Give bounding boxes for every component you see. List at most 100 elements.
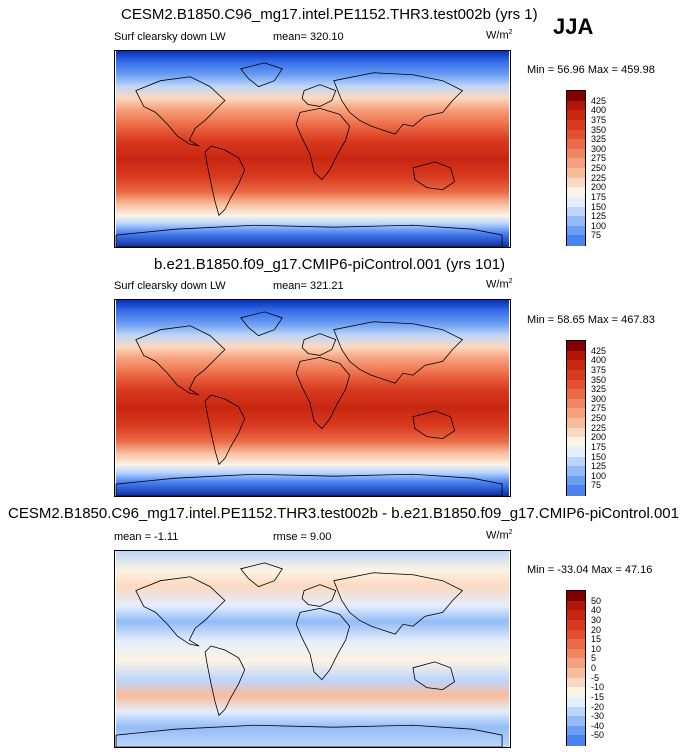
colorbar-box (567, 591, 585, 602)
colorbar-tick-label: 125 (591, 461, 607, 472)
colorbar-tick-label: 375 (591, 114, 607, 125)
colorbar-tick-label: 425 (591, 95, 607, 106)
colorbar-tick-label: 250 (591, 413, 607, 423)
colorbar-tick-label: 400 (591, 355, 607, 366)
coastline (135, 576, 226, 647)
colorbar-tick-label: 225 (591, 172, 607, 183)
colorbar-box (567, 610, 585, 621)
colorbar-tick-label: 175 (591, 441, 607, 452)
coastline (333, 72, 464, 135)
coastline (115, 473, 503, 496)
field-background (116, 300, 509, 496)
colorbar-tick-label: 375 (591, 364, 607, 375)
panel-title: b.e21.B1850.f09_g17.CMIP6-piControl.001 … (154, 256, 506, 273)
coastline (333, 572, 464, 635)
colorbar-box (567, 110, 585, 121)
colorbar-box (567, 687, 585, 698)
colorbar-tick-label: 15 (591, 634, 602, 645)
panel-title: CESM2.B1850.C96_mg17.intel.PE1152.THR3.t… (8, 505, 679, 522)
minmax-label: Min = 58.65 Max = 467.83 (527, 314, 655, 326)
coastline (301, 584, 337, 607)
colorbar-box (567, 129, 585, 140)
colorbar-box (567, 446, 585, 457)
coastline (135, 76, 226, 147)
map-canvas (115, 551, 509, 747)
colorbar-box (567, 639, 585, 650)
colorbar-tick-label: -5 (591, 672, 600, 683)
colorbar-box (567, 668, 585, 679)
colorbar-tick-label: 175 (591, 191, 607, 202)
colorbar-box (567, 369, 585, 380)
colorbar-tick-label: 100 (591, 220, 607, 231)
colorbar-box (567, 379, 585, 390)
colorbar-box (567, 196, 585, 207)
world-map (114, 50, 511, 248)
colorbar-box (567, 648, 585, 659)
coastline (301, 84, 337, 107)
colorbar-box (567, 456, 585, 467)
coastline (295, 108, 351, 181)
coastline (333, 321, 464, 384)
colorbar-box (567, 437, 585, 448)
colorbar-tick-label: 250 (591, 163, 607, 173)
colorbar-box (567, 735, 585, 746)
colorbar-box (567, 466, 585, 477)
colorbar-tick-label: 325 (591, 384, 607, 395)
colorbar-tick-label: 400 (591, 105, 607, 116)
colorbar-tick-label: 30 (591, 614, 602, 625)
colorbar-tick-label: 300 (591, 393, 607, 404)
field-background (116, 551, 509, 747)
colorbar-tick-label: -15 (591, 691, 605, 702)
season-label: JJA (553, 14, 594, 39)
coastline (301, 333, 337, 356)
colorbar-box (567, 119, 585, 130)
units-label: W/m2 (486, 529, 513, 542)
colorbar-box (567, 341, 585, 352)
colorbar-box (567, 168, 585, 179)
coastline (412, 161, 456, 190)
map-canvas (115, 300, 509, 496)
colorbar-box (567, 158, 585, 169)
colorbar-tick-label: 100 (591, 470, 607, 481)
minmax-label: Min = 56.96 Max = 459.98 (527, 64, 655, 76)
colorbar-box (567, 235, 585, 246)
rmse-label: rmse = 9.00 (273, 531, 332, 543)
colorbar-box (567, 360, 585, 371)
colorbar-box (567, 389, 585, 400)
colorbar-tick-label: 150 (591, 201, 607, 212)
colorbar-box (567, 658, 585, 669)
coastline (115, 724, 503, 747)
colorbar-tick-label: -20 (591, 701, 605, 712)
colorbar-tick-label: 50 (591, 595, 602, 606)
variable-label: Surf clearsky down LW (114, 280, 226, 292)
colorbar-ticks: 50 40 30 20 15 10 5 0 -5 -10 -15 -20 -30 -40 -50 (591, 590, 631, 746)
colorbar-box (567, 408, 585, 419)
colorbar-ticks: 425 400 375 350 325 300 275 250 225 200 175 150 125 1… (591, 340, 631, 496)
colorbar-tick-label: 225 (591, 422, 607, 433)
colorbar-box (567, 100, 585, 111)
world-map (114, 299, 511, 497)
units-label: W/m2 (486, 278, 513, 291)
colorbar-box (567, 706, 585, 717)
minmax-label: Min = -33.04 Max = 47.16 (527, 564, 653, 576)
colorbar-tick-label: 20 (591, 624, 602, 635)
coastline (412, 410, 456, 439)
field-background (116, 51, 509, 247)
coastline (204, 145, 246, 217)
colorbar-tick-label: -50 (591, 730, 605, 741)
colorbar-tick-label: -10 (591, 682, 605, 693)
colorbar-box (567, 350, 585, 361)
colorbar-box (567, 187, 585, 198)
colorbar (566, 590, 586, 746)
colorbar-tick-label: 200 (591, 432, 607, 443)
colorbar-box (567, 206, 585, 217)
colorbar-box (567, 398, 585, 409)
coastline (295, 357, 351, 430)
colorbar (566, 340, 586, 496)
colorbar-box (567, 427, 585, 438)
colorbar-box (567, 600, 585, 611)
colorbar-tick-label: 200 (591, 182, 607, 193)
coastline (295, 608, 351, 681)
colorbar-tick-label: 325 (591, 134, 607, 145)
colorbar-box (567, 148, 585, 159)
